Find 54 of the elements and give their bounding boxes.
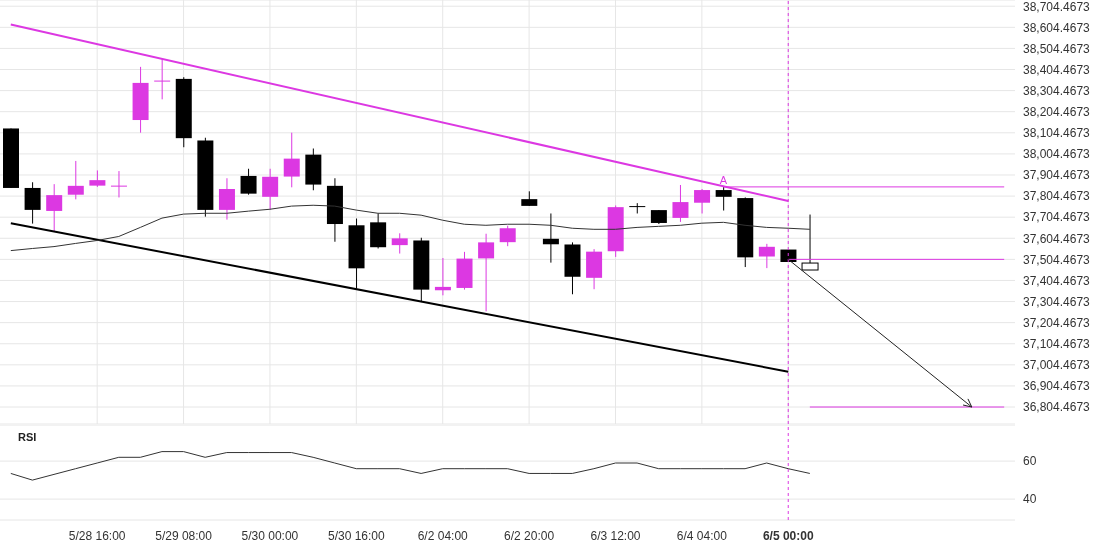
x-tick-label: 6/2 20:00: [504, 529, 555, 543]
x-tick-label: 6/4 04:00: [676, 529, 728, 543]
x-tick-label: 6/3 12:00: [590, 529, 641, 543]
candlestick: [240, 168, 257, 196]
candlestick: [218, 177, 235, 221]
y-tick-label: 40: [1023, 492, 1037, 507]
candlestick: [67, 160, 84, 200]
y-tick-label: 38,004.4673: [1023, 147, 1091, 162]
x-tick-label: 6/2 04:00: [417, 529, 469, 543]
y-tick-label: 37,804.4673: [1023, 189, 1091, 204]
y-tick-label: 38,604.4673: [1023, 20, 1091, 35]
candlestick: [46, 183, 63, 233]
y-tick-label: 37,904.4673: [1023, 168, 1091, 183]
candlestick: [478, 233, 495, 312]
candlestick: [801, 214, 819, 271]
y-tick-label: 37,204.4673: [1023, 315, 1091, 330]
candlestick: [694, 188, 711, 214]
x-tick-label: 5/29 08:00: [155, 529, 213, 543]
x-tick-label: 5/30 00:00: [241, 529, 299, 543]
y-tick-label: 37,604.4673: [1023, 231, 1091, 246]
y-tick-label: 37,304.4673: [1023, 294, 1091, 309]
candlestick: [283, 132, 300, 188]
candlestick: [499, 225, 516, 247]
y-tick-label: 37,004.4673: [1023, 358, 1091, 373]
y-tick-label: 36,804.4673: [1023, 400, 1091, 415]
candlestick: [758, 243, 775, 269]
candlestick: [110, 170, 127, 198]
y-tick-label: 38,704.4673: [1023, 0, 1091, 14]
x-tick-label: 5/30 16:00: [327, 529, 386, 543]
x-tick-label: 5/28 16:00: [68, 529, 126, 543]
y-tick-label: 38,104.4673: [1023, 126, 1091, 141]
y-tick-label: 37,104.4673: [1023, 337, 1091, 351]
candlestick: [542, 212, 559, 264]
candlestick: [262, 168, 279, 210]
line-series: [10, 451, 811, 481]
candlestick: [715, 185, 732, 212]
text: RSI: [18, 431, 37, 443]
y-tick-label: 36,904.4673: [1023, 379, 1091, 394]
line-series: [10, 204, 811, 252]
ref-line-label: A: [719, 173, 728, 186]
y-tick-label: 37,404.4673: [1023, 273, 1091, 288]
candlestick: [629, 202, 646, 214]
y-tick-label: 38,504.4673: [1023, 41, 1091, 56]
x-tick-label: 6/5 00:00: [762, 529, 814, 543]
candlestick: [672, 184, 689, 223]
y-tick-label: 37,704.4673: [1023, 210, 1091, 225]
candlestick: [154, 58, 171, 100]
y-tick-label: 38,304.4673: [1023, 83, 1091, 98]
candlestick: [24, 181, 41, 225]
y-tick-label: 38,204.4673: [1023, 104, 1091, 119]
y-tick-label: 37,504.4673: [1023, 252, 1091, 267]
y-tick-label: 60: [1023, 454, 1037, 469]
candlestick: [391, 232, 408, 255]
y-tick-label: 38,404.4673: [1023, 62, 1091, 77]
